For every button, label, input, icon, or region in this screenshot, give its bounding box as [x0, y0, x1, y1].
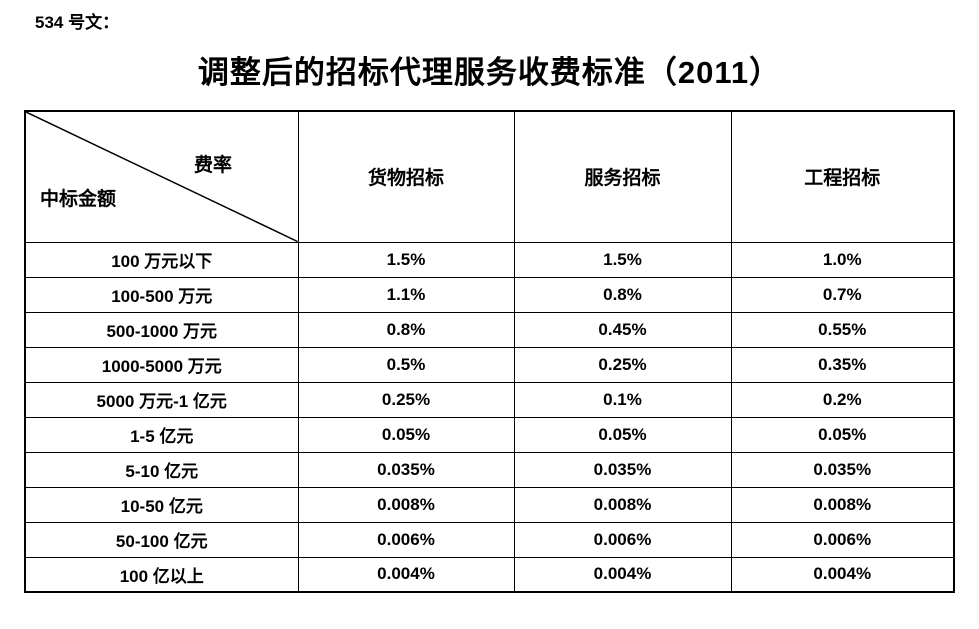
engineering-rate-cell: 0.35% — [730, 346, 955, 383]
table-header-row: 费率 中标金额 货物招标 服务招标 工程招标 — [24, 110, 955, 243]
corner-label-rate: 费率 — [194, 155, 233, 176]
column-header-goods: 货物招标 — [297, 110, 515, 243]
service-rate-cell: 0.25% — [513, 346, 732, 383]
service-rate-cell: 0.45% — [513, 311, 732, 348]
amount-cell: 100-500 万元 — [24, 276, 299, 313]
engineering-rate-cell: 0.008% — [730, 486, 955, 523]
table-row: 50-100 亿元 0.006% 0.006% 0.006% — [24, 521, 955, 558]
service-rate-cell: 0.05% — [513, 416, 732, 453]
corner-label-amount: 中标金额 — [40, 189, 117, 210]
goods-rate-cell: 0.25% — [297, 381, 515, 418]
amount-cell: 10-50 亿元 — [24, 486, 299, 523]
goods-rate-cell: 0.008% — [297, 486, 515, 523]
table-row: 1-5 亿元 0.05% 0.05% 0.05% — [24, 416, 955, 453]
table-row: 500-1000 万元 0.8% 0.45% 0.55% — [24, 311, 955, 348]
amount-cell: 1-5 亿元 — [24, 416, 299, 453]
amount-cell: 100 万元以下 — [24, 241, 299, 278]
goods-rate-cell: 1.1% — [297, 276, 515, 313]
table-row: 5000 万元-1 亿元 0.25% 0.1% 0.2% — [24, 381, 955, 418]
engineering-rate-cell: 0.7% — [730, 276, 955, 313]
engineering-rate-cell: 0.05% — [730, 416, 955, 453]
table-row: 10-50 亿元 0.008% 0.008% 0.008% — [24, 486, 955, 523]
table-row: 1000-5000 万元 0.5% 0.25% 0.35% — [24, 346, 955, 383]
table-row: 100 亿以上 0.004% 0.004% 0.004% — [24, 556, 955, 593]
goods-rate-cell: 1.5% — [297, 241, 515, 278]
amount-cell: 1000-5000 万元 — [24, 346, 299, 383]
engineering-rate-cell: 0.004% — [730, 556, 955, 593]
goods-rate-cell: 0.8% — [297, 311, 515, 348]
column-header-service: 服务招标 — [513, 110, 732, 243]
doc-ref-label: 534 号文： — [35, 13, 120, 32]
corner-header-cell: 费率 中标金额 — [24, 110, 299, 243]
goods-rate-cell: 0.05% — [297, 416, 515, 453]
engineering-rate-cell: 0.2% — [730, 381, 955, 418]
service-rate-cell: 0.004% — [513, 556, 732, 593]
diagonal-divider-line — [26, 112, 298, 242]
engineering-rate-cell: 0.55% — [730, 311, 955, 348]
engineering-rate-cell: 1.0% — [730, 241, 955, 278]
engineering-rate-cell: 0.035% — [730, 451, 955, 488]
goods-rate-cell: 0.5% — [297, 346, 515, 383]
engineering-rate-cell: 0.006% — [730, 521, 955, 558]
table-row: 5-10 亿元 0.035% 0.035% 0.035% — [24, 451, 955, 488]
amount-cell: 500-1000 万元 — [24, 311, 299, 348]
service-rate-cell: 0.8% — [513, 276, 732, 313]
goods-rate-cell: 0.035% — [297, 451, 515, 488]
amount-cell: 5000 万元-1 亿元 — [24, 381, 299, 418]
doc-title: 调整后的招标代理服务收费标准（2011） — [197, 55, 782, 90]
service-rate-cell: 1.5% — [513, 241, 732, 278]
service-rate-cell: 0.1% — [513, 381, 732, 418]
table-row: 100 万元以下 1.5% 1.5% 1.0% — [24, 241, 955, 278]
service-rate-cell: 0.008% — [513, 486, 732, 523]
column-header-engineering: 工程招标 — [730, 110, 955, 243]
table-row: 100-500 万元 1.1% 0.8% 0.7% — [24, 276, 955, 313]
amount-cell: 5-10 亿元 — [24, 451, 299, 488]
service-rate-cell: 0.006% — [513, 521, 732, 558]
fee-table: 费率 中标金额 货物招标 服务招标 工程招标 100 万元以下 1.5% 1.5… — [24, 110, 955, 593]
amount-cell: 50-100 亿元 — [24, 521, 299, 558]
goods-rate-cell: 0.004% — [297, 556, 515, 593]
goods-rate-cell: 0.006% — [297, 521, 515, 558]
amount-cell: 100 亿以上 — [24, 556, 299, 593]
service-rate-cell: 0.035% — [513, 451, 732, 488]
